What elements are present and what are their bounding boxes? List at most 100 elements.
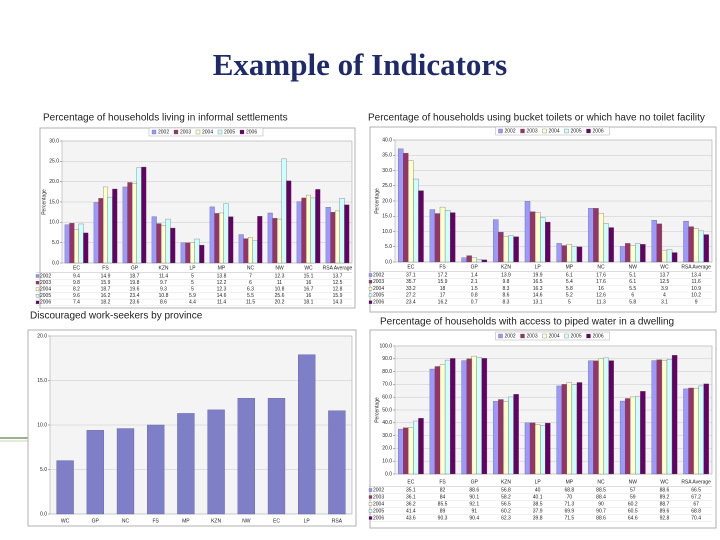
- bar: [566, 244, 573, 263]
- legend-swatch: [520, 128, 525, 134]
- table-swatch: [368, 488, 373, 492]
- bar: [248, 237, 253, 264]
- bar: [608, 227, 614, 263]
- table-cell: 12.6: [596, 293, 606, 299]
- bar: [408, 427, 414, 475]
- table-cell: 9.3: [160, 287, 167, 293]
- table-cell: 11.6: [691, 279, 701, 285]
- table-cell: 13.9: [501, 272, 511, 278]
- bar: [444, 209, 451, 263]
- bar: [524, 201, 531, 263]
- table-cell: 92.8: [660, 515, 670, 521]
- table-cell: 12.5: [660, 279, 670, 285]
- y-tick-label: 70.0: [382, 382, 392, 388]
- x-tick-label: KZN: [501, 479, 511, 485]
- legend-swatch: [173, 129, 179, 135]
- x-tick-label: EC: [73, 265, 80, 271]
- bar: [466, 358, 472, 475]
- bar: [298, 354, 316, 515]
- bar: [671, 355, 678, 475]
- bar: [503, 236, 509, 263]
- table-cell: 67: [693, 501, 699, 507]
- table-swatch: [368, 495, 373, 499]
- table-row-label: 2004: [373, 501, 384, 507]
- legend-label: 2006: [246, 129, 257, 135]
- bar: [683, 220, 689, 263]
- table-cell: 85.5: [438, 501, 448, 507]
- table-cell: 11.4: [159, 273, 169, 279]
- table-cell: 88.6: [469, 487, 479, 493]
- bar: [325, 207, 331, 264]
- legend-swatch: [151, 129, 157, 135]
- bar: [403, 427, 409, 475]
- table-cell: 5: [191, 273, 194, 279]
- x-tick-label: GP: [92, 518, 100, 524]
- table-swatch: [368, 293, 373, 298]
- table-cell: 16.7: [304, 287, 314, 293]
- table-swatch: [368, 280, 373, 284]
- bar: [630, 245, 636, 263]
- bar: [661, 249, 668, 263]
- table-cell: 64.6: [628, 515, 638, 521]
- bar: [561, 384, 567, 475]
- table-cell: 41.4: [406, 508, 416, 514]
- bar: [508, 235, 514, 263]
- chart-label: Percentage of households with access to …: [380, 317, 674, 328]
- chart-label: Percentage of households using bucket to…: [368, 113, 705, 124]
- legend-swatch: [498, 333, 503, 339]
- table-cell: 68.8: [564, 487, 574, 493]
- bar: [296, 201, 302, 264]
- table-cell: 14.9: [101, 273, 111, 279]
- table-cell: 5.5: [629, 286, 636, 292]
- bar: [74, 229, 79, 264]
- bar: [434, 366, 441, 475]
- table-swatch: [368, 509, 373, 513]
- table-cell: 5.1: [629, 272, 636, 278]
- y-axis-label: Percentage: [41, 189, 47, 215]
- bar: [136, 167, 142, 264]
- table-cell: 43.6: [406, 515, 416, 521]
- bar: [603, 223, 609, 263]
- bar: [651, 220, 657, 263]
- table-cell: 82: [440, 487, 446, 493]
- table-cell: 90.7: [596, 508, 606, 514]
- x-tick-label: KZN: [159, 265, 169, 271]
- y-tick-label: 20.0: [49, 179, 59, 185]
- table-cell: 71.5: [564, 515, 574, 521]
- y-tick-label: 30.0: [49, 138, 59, 144]
- bar: [529, 422, 536, 475]
- table-row-label: 2005: [373, 508, 384, 514]
- bar: [156, 223, 162, 264]
- bar: [471, 257, 477, 263]
- table-row-label: 2003: [373, 279, 384, 285]
- legend-swatch: [564, 128, 569, 134]
- table-cell: 18.7: [130, 273, 140, 279]
- table-cell: 88.7: [660, 501, 670, 507]
- bar: [661, 360, 668, 475]
- bar: [64, 224, 70, 264]
- bar: [466, 255, 472, 263]
- y-tick-label: 80.0: [382, 369, 392, 375]
- table-cell: 19.8: [130, 280, 140, 286]
- legend-label: 2005: [571, 333, 582, 339]
- y-tick-label: 10.0: [382, 229, 392, 235]
- bar: [588, 208, 594, 263]
- bar: [666, 359, 673, 475]
- table-cell: 5.4: [566, 279, 573, 285]
- table-cell: 12.5: [333, 280, 343, 286]
- table-cell: 3.1: [661, 300, 668, 306]
- bar: [344, 204, 350, 264]
- legend-swatch: [498, 128, 503, 134]
- bar: [252, 240, 258, 264]
- bar: [471, 355, 477, 475]
- table-cell: 0.7: [471, 300, 478, 306]
- x-tick-label: LP: [189, 265, 196, 271]
- table-cell: 13.1: [533, 300, 543, 306]
- table-cell: 11.4: [217, 300, 227, 306]
- x-tick-label: WC: [660, 479, 669, 485]
- bar: [450, 358, 456, 475]
- table-cell: 58.2: [501, 494, 511, 500]
- y-tick-label: 50.0: [382, 407, 392, 413]
- bar: [630, 396, 636, 475]
